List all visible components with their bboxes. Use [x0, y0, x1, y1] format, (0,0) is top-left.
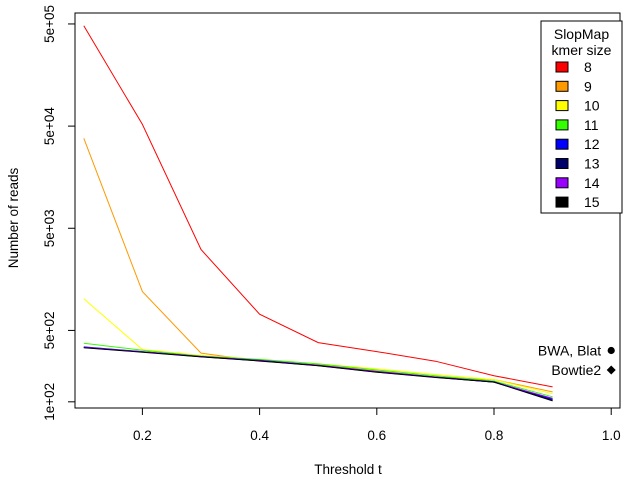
annotation-marker-diamond — [606, 365, 616, 375]
x-tick-label: 0.2 — [133, 428, 152, 443]
legend-swatch-kmer-13 — [555, 158, 569, 169]
series-line-kmer-13 — [83, 347, 553, 401]
legend-box — [540, 20, 623, 214]
x-axis-label: Threshold t — [314, 462, 382, 477]
y-axis-label: Number of reads — [6, 167, 21, 268]
legend-label-kmer-9: 9 — [584, 78, 592, 94]
annotations: BWA, Blat Bowtie2 — [538, 342, 616, 378]
legend-items: 8 9 10 11 12 13 14 15 — [555, 59, 600, 210]
legend-swatch-kmer-9 — [555, 80, 569, 92]
y-tick-label: 5e+04 — [42, 107, 57, 145]
x-tick-label: 0.6 — [367, 428, 386, 443]
legend-title-line1: SlopMap — [554, 26, 609, 42]
legend-swatch-kmer-14 — [555, 177, 569, 189]
x-tick-label: 0.8 — [485, 428, 504, 443]
y-tick-label: 5e+02 — [42, 311, 57, 349]
y-tick-label: 1e+02 — [42, 383, 57, 421]
legend-swatch-kmer-15 — [555, 196, 569, 208]
legend-label-kmer-14: 14 — [584, 175, 600, 191]
annotation-label: BWA, Blat — [538, 342, 601, 358]
legend-label-kmer-15: 15 — [584, 194, 600, 210]
y-tick-label: 5e+05 — [42, 5, 57, 43]
legend-label-kmer-11: 11 — [584, 117, 599, 133]
legend-swatch-kmer-11 — [555, 119, 569, 131]
legend-swatch-kmer-10 — [555, 100, 569, 112]
annotation-label: Bowtie2 — [551, 362, 601, 378]
series-lines — [83, 25, 553, 402]
x-tick-label: 0.4 — [250, 428, 269, 443]
legend: SlopMap kmer size 8 9 10 11 12 13 14 15 — [540, 20, 623, 214]
series-line-kmer-11 — [83, 342, 553, 398]
y-axis: 1e+02 5e+02 5e+03 5e+04 5e+05 — [42, 5, 75, 421]
series-line-kmer-8 — [83, 25, 553, 388]
x-axis: 0.2 0.4 0.6 0.8 1.0 — [133, 408, 621, 443]
series-line-kmer-9 — [83, 138, 553, 393]
series-line-kmer-15 — [83, 347, 553, 402]
legend-title-line2: kmer size — [552, 42, 612, 58]
legend-label-kmer-8: 8 — [584, 59, 592, 75]
legend-label-kmer-12: 12 — [584, 136, 600, 152]
annotation-marker-circle — [607, 346, 615, 355]
legend-label-kmer-13: 13 — [584, 156, 600, 172]
legend-label-kmer-10: 10 — [584, 98, 600, 114]
legend-swatch-kmer-12 — [555, 138, 569, 150]
legend-swatch-kmer-8 — [555, 61, 569, 73]
x-tick-label: 1.0 — [602, 428, 621, 443]
y-tick-label: 5e+03 — [42, 209, 57, 247]
